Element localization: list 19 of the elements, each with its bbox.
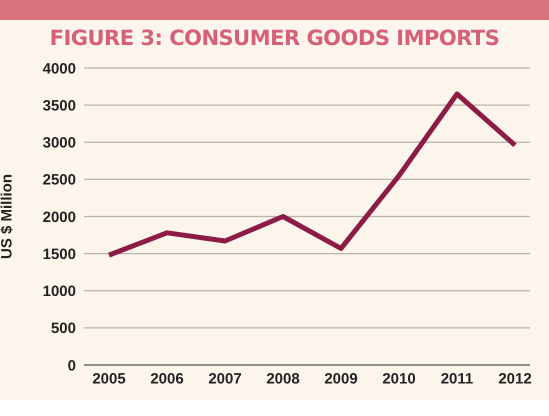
- y-tick-label: 2500: [42, 172, 76, 189]
- x-tick-label: 2011: [440, 370, 474, 388]
- y-tick-label: 500: [50, 320, 76, 338]
- y-axis-title: US $ Million: [0, 174, 16, 260]
- x-tick-label: 2012: [498, 370, 532, 388]
- y-tick-label: 4000: [42, 60, 76, 78]
- x-tick-label: 2009: [324, 370, 358, 388]
- y-tick-label: 1000: [42, 283, 76, 300]
- x-tick-label: 2007: [208, 370, 242, 388]
- y-tick-label: 3000: [42, 134, 76, 152]
- chart-title: FIGURE 3: CONSUMER GOODS IMPORTS: [48, 26, 500, 50]
- y-tick-label: 1500: [42, 246, 76, 263]
- y-tick-label: 2000: [42, 208, 76, 226]
- x-tick-label: 2005: [92, 370, 126, 388]
- x-tick-label: 2010: [382, 370, 416, 388]
- y-tick-label: 0: [68, 357, 76, 374]
- y-tick-label: 3500: [42, 97, 76, 114]
- x-tick-label: 2008: [266, 370, 300, 388]
- x-tick-label: 2006: [150, 370, 184, 388]
